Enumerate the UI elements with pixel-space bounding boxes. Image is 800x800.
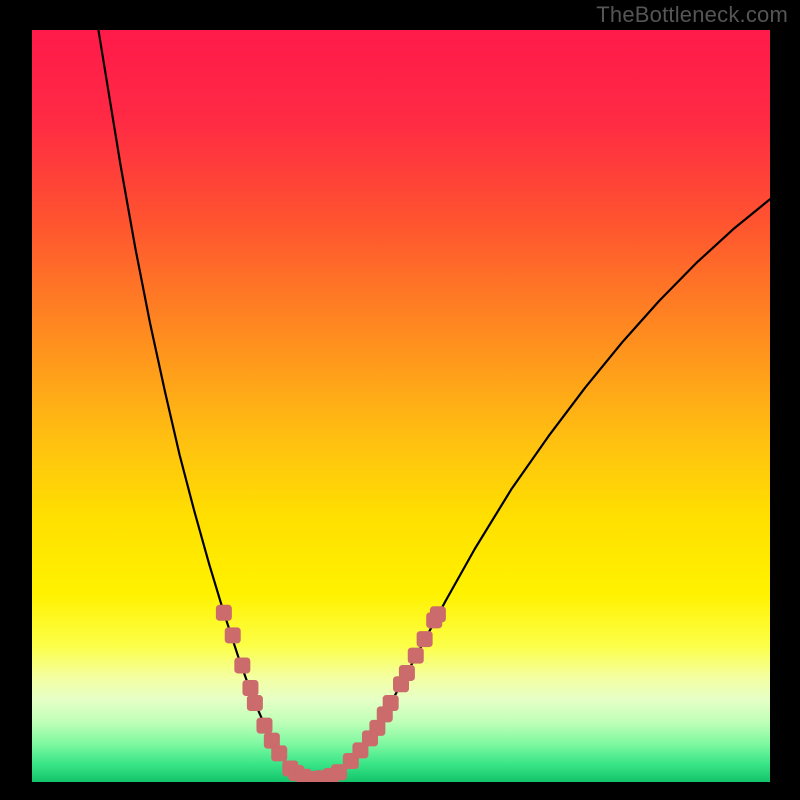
curve-marker bbox=[243, 681, 258, 696]
watermark-text: TheBottleneck.com bbox=[596, 2, 788, 28]
curve-marker bbox=[257, 718, 272, 733]
curve-marker bbox=[383, 696, 398, 711]
chart-svg bbox=[32, 30, 770, 782]
plot-area bbox=[32, 30, 770, 782]
curve-marker bbox=[399, 665, 414, 680]
curve-marker bbox=[235, 658, 250, 673]
curve-marker bbox=[216, 605, 231, 620]
curve-marker bbox=[408, 648, 423, 663]
curve-marker bbox=[370, 720, 385, 735]
curve-marker bbox=[417, 632, 432, 647]
curve-marker bbox=[247, 696, 262, 711]
chart-frame: TheBottleneck.com bbox=[0, 0, 800, 800]
curve-marker bbox=[430, 607, 445, 622]
curve-marker bbox=[272, 746, 287, 761]
curve-marker bbox=[225, 628, 240, 643]
